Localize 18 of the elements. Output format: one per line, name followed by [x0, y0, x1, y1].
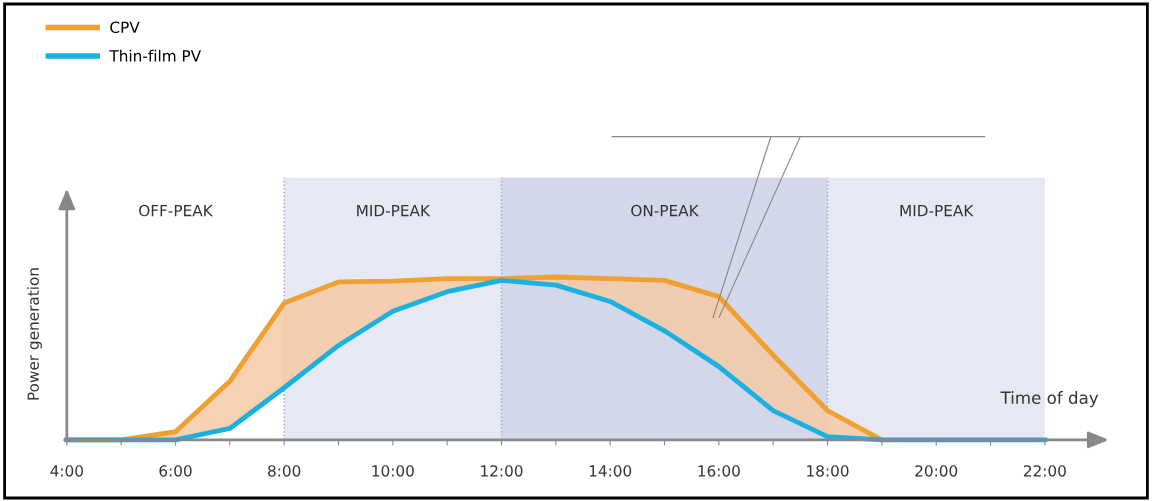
x-axis-title: Time of day	[1000, 391, 1099, 408]
x-tick-label: 4:00	[50, 465, 83, 477]
band-label: ON-PEAK	[631, 204, 699, 217]
x-tick-label: 18:00	[807, 465, 849, 477]
legend-label: Thin-film PV	[109, 49, 202, 62]
x-tick-label: 20:00	[915, 465, 958, 477]
y-axis-title: Power generation	[27, 268, 42, 400]
x-tick-label: 22:00	[1023, 465, 1066, 477]
band-label: MID-PEAK	[900, 205, 974, 217]
legend-label: CPV	[110, 21, 140, 34]
x-tick-label: 10:00	[372, 465, 414, 477]
x-tick-label: 6:00	[159, 465, 192, 477]
x-tick-label: 14:00	[589, 465, 632, 477]
text: OFF-PEAK	[139, 204, 214, 217]
band-label: MID-PEAK	[357, 205, 431, 217]
x-tick-label: 16:00	[698, 465, 740, 477]
x-tick-label: 8:00	[268, 465, 301, 477]
x-tick-label: 12:00	[481, 465, 523, 477]
